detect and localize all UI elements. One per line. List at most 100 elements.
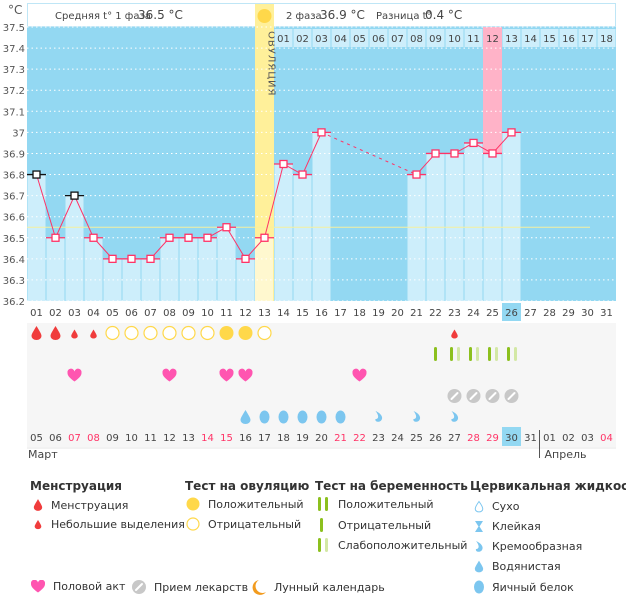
cycle-day-label: 07	[144, 308, 157, 319]
mucus-eggwhite-icon	[297, 410, 308, 424]
legend-item-creamy: Кремообразная	[474, 540, 582, 553]
month-label: Апрель	[545, 448, 587, 461]
test-line	[507, 347, 510, 361]
today-marker	[502, 303, 521, 321]
temperature-line-segment	[74, 195, 94, 238]
calendar-date-label: 10	[125, 433, 138, 444]
calendar-date-label: 06	[49, 433, 62, 444]
post-ovulation-day-label: 08	[410, 34, 423, 45]
cycle-day-label: 06	[125, 308, 138, 319]
temperature-bar	[217, 227, 236, 301]
drop-icon	[474, 560, 484, 573]
temperature-point	[298, 170, 307, 179]
post-ovulation-day-label: 02	[296, 34, 309, 45]
cycle-day-label: 17	[334, 308, 347, 319]
cycle-day-label: 26	[505, 308, 518, 319]
calendar-date-label: 27	[448, 433, 461, 444]
calendar-date-label: 03	[581, 433, 594, 444]
post-ovulation-cell	[369, 29, 388, 47]
ovulation-test-negative-icon	[162, 325, 177, 341]
temperature-bar	[255, 237, 273, 301]
y-tick-label: 37.3	[3, 65, 25, 76]
post-ovulation-day-label: 12	[486, 34, 499, 45]
ovulation-test-negative-icon	[124, 325, 139, 341]
legend-label: Сухо	[492, 500, 520, 513]
drop-outline-icon	[474, 500, 484, 513]
mucus-creamy-icon	[375, 411, 383, 422]
header-box	[27, 3, 616, 27]
calendar-date-label: 04	[600, 433, 613, 444]
post-ovulation-day-label: 11	[467, 34, 480, 45]
post-ovulation-day-label: 13	[505, 34, 518, 45]
legend-item-ovulation-positive: Положительный	[186, 497, 304, 511]
ovulation-test-negative-icon	[143, 325, 158, 341]
calendar-date-label: 21	[334, 433, 347, 444]
sun-icon	[257, 9, 272, 23]
temperature-point	[450, 149, 459, 158]
calendar-date-label: 01	[543, 433, 556, 444]
excluded-temperature-point	[70, 191, 79, 200]
post-ovulation-cell	[483, 29, 502, 47]
temperature-bar	[179, 237, 198, 301]
ovulation-test-positive-icon	[219, 326, 234, 340]
calendar-date-label: 29	[486, 433, 499, 444]
heart-icon	[238, 368, 253, 382]
temperature-point	[241, 254, 250, 263]
pregnancy-test-negative-icon	[434, 347, 437, 361]
cycle-day-label: 11	[220, 308, 233, 319]
calendar-date-label: 08	[87, 433, 100, 444]
calendar-date-label: 07	[68, 433, 81, 444]
temperature-point	[127, 254, 136, 263]
mucus-eggwhite-icon	[316, 410, 327, 424]
menstruation-light-icon	[71, 329, 78, 339]
cycle-day-label: 31	[600, 308, 613, 319]
diff-value: 0.4 °C	[425, 8, 462, 22]
cycle-day-label: 29	[562, 308, 575, 319]
calendar-date-label: 30	[505, 433, 518, 444]
mucus-eggwhite-icon	[335, 410, 346, 424]
y-tick-label: 36.5	[3, 234, 25, 245]
cycle-day-label: 08	[163, 308, 176, 319]
excluded-temperature-point	[32, 170, 41, 179]
temperature-bar	[65, 195, 84, 301]
diff-label: Разница t°	[376, 11, 432, 22]
hourglass-icon	[475, 521, 483, 532]
cycle-day-label: 05	[106, 308, 119, 319]
temperature-point	[146, 254, 155, 263]
pill-icon	[504, 389, 519, 403]
y-tick-label: 36.2	[3, 297, 25, 308]
calendar-date-label: 13	[182, 433, 195, 444]
legend-item-ovulation-negative: Отрицательный	[186, 517, 301, 531]
pill-icon	[447, 389, 462, 403]
cycle-day-label: 19	[372, 308, 385, 319]
eggwhite-icon	[474, 580, 484, 594]
post-ovulation-day-label: 18	[600, 34, 613, 45]
pill-slash	[450, 392, 459, 400]
legend-label: Положительный	[338, 497, 434, 511]
y-tick-label: 37.4	[3, 44, 25, 55]
temperature-point	[51, 233, 60, 242]
calendar-date-label: 14	[201, 433, 214, 444]
post-ovulation-cell	[502, 29, 521, 47]
ovulation-label: ОВУЛЯЦИЯ	[266, 31, 277, 97]
cycle-day-label: 24	[467, 308, 480, 319]
post-ovulation-day-label: 04	[334, 34, 347, 45]
legend-title-pregnancy: Тест на беременность	[315, 479, 468, 493]
calendar-date-label: 24	[391, 433, 404, 444]
pill-icon	[466, 389, 481, 403]
mucus-eggwhite-icon	[259, 410, 270, 424]
mucus-creamy-icon	[413, 411, 421, 422]
calendar-date-label: 05	[30, 433, 43, 444]
post-ovulation-cell	[559, 29, 578, 47]
phase2-value: 36.9 °C	[320, 8, 365, 22]
heart-icon	[162, 368, 177, 382]
post-ovulation-day-label: 16	[562, 34, 575, 45]
temperature-point	[222, 223, 231, 232]
temperature-point	[165, 233, 174, 242]
y-tick-label: 37.2	[3, 86, 25, 97]
temperature-bar	[84, 237, 103, 301]
legend-label: Кремообразная	[492, 540, 583, 553]
test-line	[495, 347, 498, 361]
pregnancy-test-weak-icon	[507, 347, 517, 361]
